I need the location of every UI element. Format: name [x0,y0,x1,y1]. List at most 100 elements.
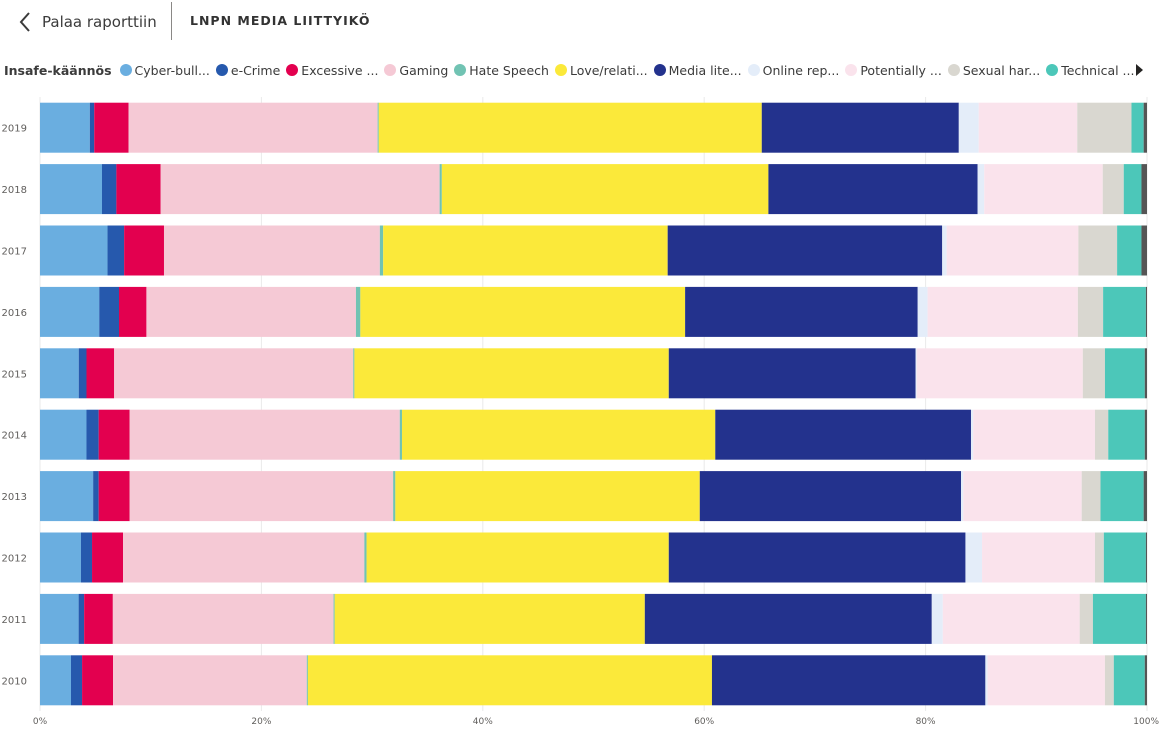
bar-segment [987,655,1105,706]
legend-label: Excessive ... [301,62,379,78]
bar-segment [439,164,442,215]
bar-segment [978,102,1078,153]
bar-segment [1145,532,1147,583]
legend-item[interactable]: Sexual har... [947,63,1040,78]
y-tick-label: 2010 [2,676,27,687]
y-tick-label: 2011 [2,615,27,626]
bar-segment [40,532,81,583]
bar-segment [644,593,932,644]
legend-swatch [286,64,299,76]
legend-title: Insafe-käännös [4,62,112,78]
y-tick-label: 2016 [2,308,27,319]
bar-segment [915,348,917,399]
bar-segment [1144,348,1147,399]
bar-segment [1104,655,1114,706]
bar-segment [333,593,335,644]
legend-swatch [454,64,467,76]
bar-segment [334,593,645,644]
bar-segment [1081,471,1101,522]
bar-segment [114,348,354,399]
legend-label: Online rep... [762,62,840,78]
bar-segment [40,348,79,399]
bar-segment [1145,593,1147,644]
bar-segment [354,348,669,399]
back-button[interactable]: Palaa raporttiin [18,10,157,34]
bar-segment [40,225,108,276]
bar-segment [1141,164,1147,215]
bar-segment [1092,593,1146,644]
bar-segment [1094,532,1104,583]
bar-segment [1094,409,1109,460]
bar-segment [113,655,307,706]
bar-segment [946,225,1079,276]
bar-segment [307,655,712,706]
bar-segment [917,286,928,337]
legend-item[interactable]: Potentially ... [845,63,942,78]
legend-item[interactable]: Excessive ... [286,63,378,78]
bar-segment [1143,471,1147,522]
bar-segment [1102,164,1124,215]
bar-segment [112,593,334,644]
legend-label: Technical ... [1061,62,1135,78]
bar-segment [1108,409,1145,460]
bar-segment [160,164,440,215]
bar-segment [985,655,988,706]
bar-segment [99,286,119,337]
chevron-left-icon [19,12,30,32]
legend-item[interactable]: Love/relati... [554,63,648,78]
bar-segment [78,593,85,644]
bar-segment [1145,286,1147,337]
bar-segment [98,409,130,460]
legend-item[interactable]: Online rep... [747,62,840,78]
legend-swatch [554,64,567,76]
bar-segment [958,102,979,153]
legend-item[interactable]: Hate Speech [454,63,549,78]
bar-segment [393,471,396,522]
legend-swatch [1046,64,1059,76]
bar-segment [970,409,974,460]
legend-item[interactable]: e-Crime [215,63,280,78]
legend-swatch [653,64,666,76]
bar-segment [699,471,962,522]
bar-segment [40,164,102,215]
bar-segment [92,532,124,583]
header-divider [171,2,172,40]
x-tick-label: 0% [33,717,48,727]
bar-segment [40,102,90,153]
legend-swatch [845,64,858,76]
bar-segment [129,471,394,522]
y-tick-label: 2017 [2,247,27,258]
bar-segment [1103,286,1146,337]
back-button-label: Palaa raporttiin [42,13,157,31]
legend-item[interactable]: Gaming [384,63,448,78]
bar-segment [395,471,700,522]
bar-segment [984,164,1103,215]
bar-segment [366,532,669,583]
bar-segment [1117,225,1142,276]
bar-segment [360,286,686,337]
bar-segment [927,286,1078,337]
bar-segment [1100,471,1144,522]
bar-segment [711,655,986,706]
bar-segment [118,286,147,337]
y-tick-label: 2012 [2,554,27,565]
x-tick-label: 20% [251,717,271,727]
x-tick-label: 80% [916,717,936,727]
bar-segment [101,164,117,215]
bar-segment [86,409,99,460]
bar-segment [1078,225,1118,276]
bar-segment [1141,225,1147,276]
legend-item[interactable]: Technical ... [1046,63,1134,78]
legend-swatch [747,64,760,76]
legend-next-arrow-icon[interactable] [1136,64,1143,76]
bar-segment [146,286,356,337]
stacked-bar-chart: 2019 2018 2017 2016 2015 2014 2013 2012 2011 2010… [2,97,1159,727]
legend-swatch [947,64,960,76]
bar-segment [383,225,668,276]
x-tick-label: 100% [1133,717,1159,727]
legend-swatch [384,64,397,76]
legend-item[interactable]: Media lite... [653,63,742,78]
legend-item[interactable]: Cyber-bull... [119,63,210,78]
bar-segment [942,225,947,276]
legend-label: Hate Speech [469,62,549,78]
